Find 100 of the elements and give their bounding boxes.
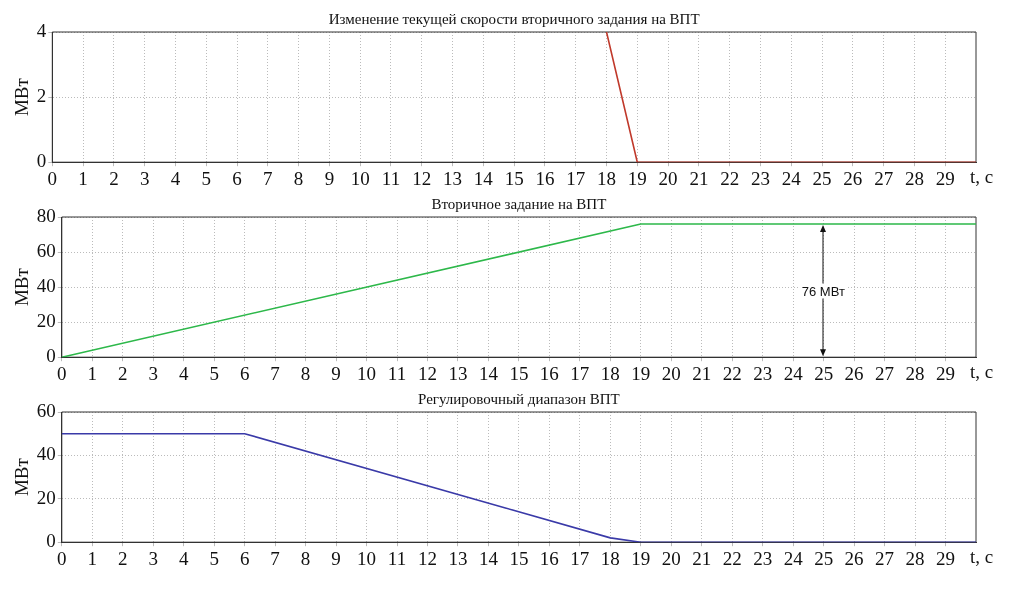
- x-tick-label: 12: [417, 362, 437, 384]
- x-tick-label: 21: [689, 167, 709, 189]
- chart-title: Вторичное задание на ВПТ: [431, 196, 607, 213]
- x-tick-label: 24: [781, 167, 802, 189]
- x-tick-label: 28: [905, 547, 925, 569]
- x-tick-label: 6: [239, 362, 250, 384]
- x-tick-label: 13: [448, 362, 468, 384]
- x-tick-label: 19: [631, 547, 651, 569]
- annotation: 76 МВт: [799, 283, 847, 299]
- y-tick-label: 0: [46, 530, 56, 552]
- x-tick-label: 2: [118, 362, 128, 384]
- x-tick-label: 18: [600, 362, 620, 384]
- x-tick-label: 22: [720, 167, 740, 189]
- x-tick-label: 18: [600, 547, 620, 569]
- x-tick-label: 21: [692, 362, 712, 384]
- x-tick-label: 22: [722, 362, 742, 384]
- x-tick-label: 14: [478, 362, 499, 384]
- x-tick-label: 19: [631, 362, 651, 384]
- x-tick-label: 27: [874, 167, 894, 189]
- x-tick-label: 12: [412, 167, 432, 189]
- x-tick-label: 10: [357, 547, 377, 569]
- x-tick-label: 25: [814, 362, 834, 384]
- x-tick-label: 1: [87, 362, 98, 384]
- x-tick-label: 8: [300, 362, 311, 384]
- x-tick-label: 29: [936, 547, 956, 569]
- x-tick-label: 14: [478, 547, 499, 569]
- y-tick-label: 2: [36, 85, 47, 107]
- x-tick-label: 8: [300, 547, 311, 569]
- x-tick-label: 1: [78, 167, 88, 189]
- x-tick-label: 28: [905, 362, 925, 384]
- y-axis-title: МВт: [11, 457, 33, 497]
- x-tick-label: 4: [178, 547, 189, 569]
- x-tick-label: 8: [293, 167, 304, 189]
- y-tick-label: 60: [36, 399, 56, 421]
- x-tick-label: 5: [209, 547, 219, 569]
- x-tick-label: 3: [148, 547, 158, 569]
- x-tick-label: 4: [170, 167, 181, 189]
- x-axis-title: t, с: [970, 360, 994, 382]
- x-tick-label: 9: [324, 167, 335, 189]
- x-tick-label: 20: [658, 167, 678, 189]
- x-tick-label: 21: [692, 547, 712, 569]
- x-tick-label: 26: [844, 547, 864, 569]
- x-tick-label: 6: [232, 167, 242, 189]
- x-tick-label: 20: [661, 547, 681, 569]
- x-tick-label: 23: [753, 362, 773, 384]
- y-tick-label: 40: [36, 443, 56, 465]
- x-tick-label: 23: [753, 547, 773, 569]
- x-tick-label: 13: [443, 167, 463, 189]
- x-axis-title: t, с: [970, 165, 994, 187]
- x-tick-label: 7: [270, 547, 280, 569]
- x-tick-label: 1: [87, 547, 98, 569]
- x-tick-label: 27: [875, 362, 895, 384]
- x-tick-label: 7: [270, 362, 280, 384]
- x-tick-label: 16: [539, 362, 559, 384]
- x-tick-label: 4: [178, 362, 189, 384]
- chart-title: Регулировочный диапазон ВПТ: [418, 391, 620, 408]
- x-tick-label: 3: [148, 362, 158, 384]
- x-tick-label: 25: [812, 167, 832, 189]
- x-tick-label: 11: [387, 362, 407, 384]
- y-tick-label: 0: [36, 150, 47, 172]
- x-tick-label: 10: [350, 167, 370, 189]
- x-tick-label: 27: [875, 547, 895, 569]
- x-tick-label: 5: [209, 362, 219, 384]
- x-tick-label: 14: [473, 167, 494, 189]
- x-tick-label: 11: [381, 167, 401, 189]
- x-tick-label: 24: [783, 547, 804, 569]
- y-tick-label: 80: [36, 204, 56, 226]
- x-tick-label: 9: [331, 362, 341, 384]
- y-tick-label: 0: [46, 345, 56, 367]
- x-tick-label: 25: [814, 547, 834, 569]
- x-tick-label: 11: [387, 547, 407, 569]
- x-tick-label: 7: [263, 167, 273, 189]
- y-tick-label: 4: [36, 19, 47, 41]
- x-tick-label: 22: [722, 547, 742, 569]
- x-tick-label: 15: [509, 547, 529, 569]
- x-tick-label: 10: [357, 362, 377, 384]
- x-axis-title: t, с: [970, 545, 994, 567]
- x-tick-label: 16: [535, 167, 555, 189]
- x-tick-label: 5: [201, 167, 211, 189]
- x-tick-label: 17: [566, 167, 586, 189]
- x-tick-label: 6: [239, 547, 250, 569]
- x-tick-label: 28: [904, 167, 924, 189]
- x-tick-label: 20: [661, 362, 681, 384]
- y-axis-title: МВт: [11, 267, 33, 307]
- x-tick-label: 17: [570, 547, 590, 569]
- x-tick-label: 16: [539, 547, 559, 569]
- x-tick-label: 29: [935, 167, 955, 189]
- x-tick-label: 15: [504, 167, 524, 189]
- x-tick-label: 29: [936, 362, 956, 384]
- x-tick-label: 24: [783, 362, 804, 384]
- y-tick-label: 20: [36, 310, 56, 332]
- y-tick-label: 20: [36, 486, 56, 508]
- x-tick-label: 13: [448, 547, 468, 569]
- x-tick-label: 3: [139, 167, 150, 189]
- x-tick-label: 17: [570, 362, 590, 384]
- x-tick-label: 23: [750, 167, 770, 189]
- x-tick-label: 18: [597, 167, 617, 189]
- x-tick-label: 19: [627, 167, 647, 189]
- y-tick-label: 40: [36, 275, 56, 297]
- x-tick-label: 26: [843, 167, 863, 189]
